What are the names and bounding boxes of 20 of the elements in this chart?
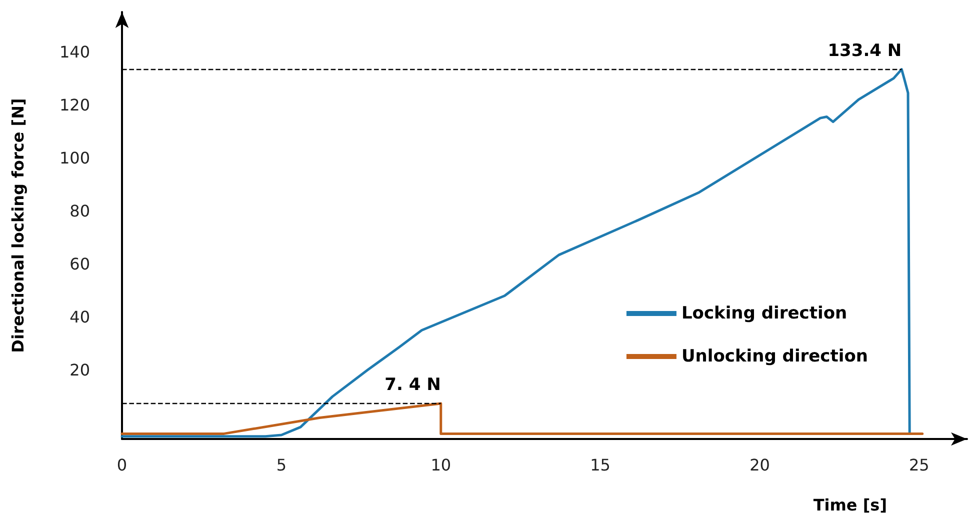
x-tick-label: 0	[116, 456, 128, 474]
x-tick-label: 5	[276, 456, 287, 474]
x-axis-title: Time [s]	[813, 496, 887, 514]
y-tick-label: 140	[59, 42, 90, 62]
y-tick-label: 20	[70, 360, 90, 380]
ref-line-label: 7. 4 N	[384, 374, 441, 395]
x-tick-label: 25	[908, 456, 930, 474]
y-axis-title: Directional locking force [N]	[8, 98, 28, 353]
line-series	[120, 68, 911, 438]
ref-line-label: 133.4 N	[828, 40, 902, 61]
y-tick-label: 60	[70, 254, 90, 274]
y-tick-label: 80	[70, 201, 90, 220]
x-tick-label: 15	[590, 456, 610, 474]
legend-label: Locking direction	[681, 304, 848, 324]
y-tick-label: 100	[59, 148, 90, 168]
y-tick-label: 40	[70, 308, 90, 326]
y-tick-label: 120	[59, 95, 90, 114]
legend-label: Unlocking direction	[681, 346, 868, 366]
x-tick-label: 10	[430, 456, 452, 474]
x-tick-label: 20	[750, 456, 770, 474]
